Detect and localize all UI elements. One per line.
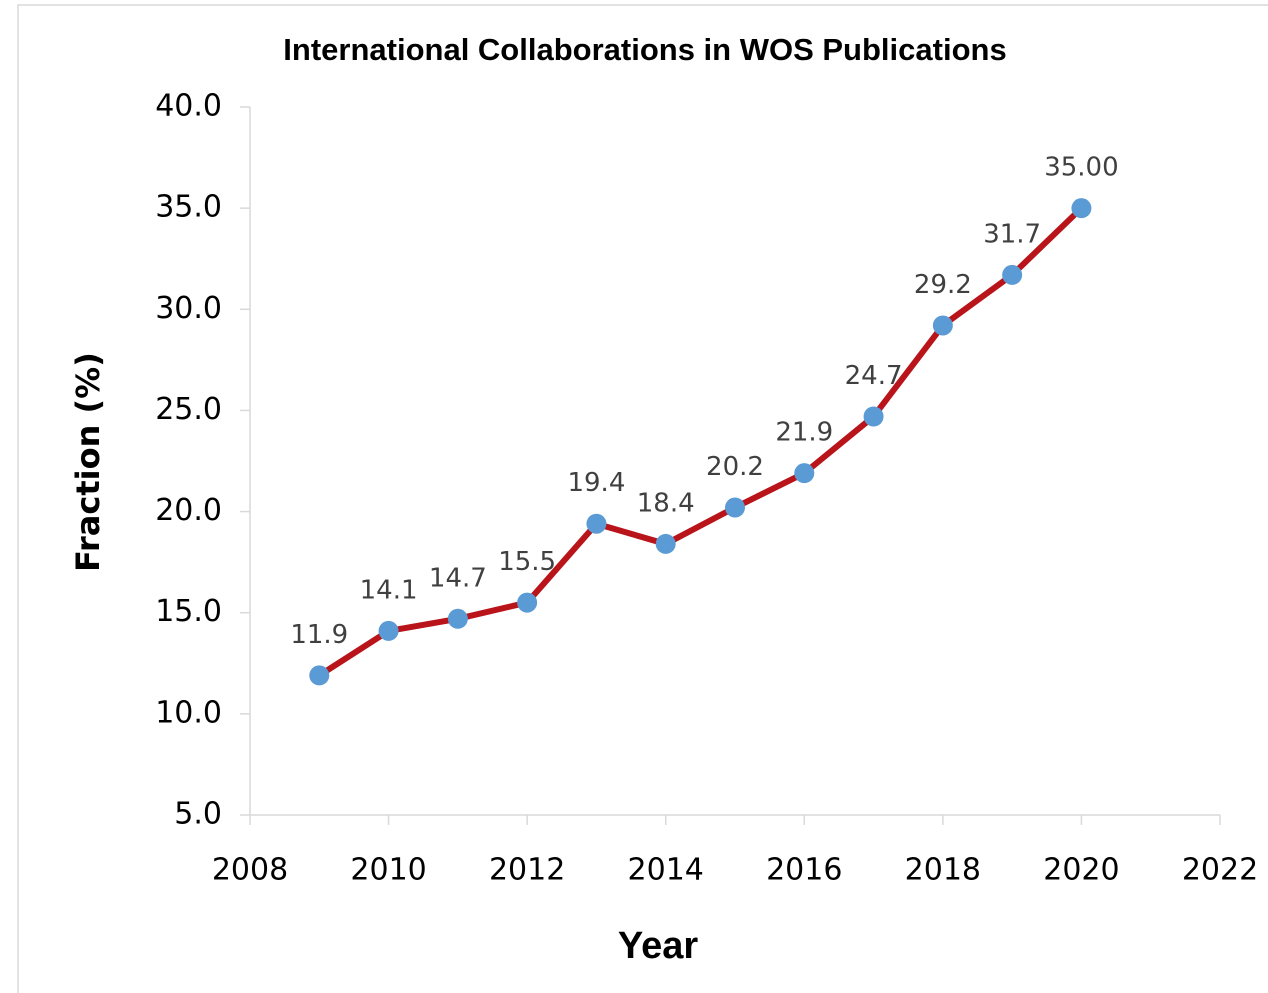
value-label: 14.1 <box>360 575 418 605</box>
marker <box>1002 264 1023 285</box>
y-tick-label: 30.0 <box>155 291 222 326</box>
y-tick-label: 10.0 <box>155 695 222 730</box>
chart-title: International Collaborations in WOS Publ… <box>283 32 1006 67</box>
marker <box>655 533 676 554</box>
x-tick-label: 2008 <box>212 853 288 888</box>
x-tick-label: 2010 <box>350 853 426 888</box>
marker <box>725 497 745 518</box>
value-label: 24.7 <box>845 361 903 391</box>
x-tick-label: 2020 <box>1043 853 1119 888</box>
marker <box>794 463 815 484</box>
x-tick-label: 2022 <box>1182 853 1258 888</box>
y-tick-label: 40.0 <box>155 89 222 124</box>
y-tick-label: 15.0 <box>155 594 222 629</box>
value-label: 19.4 <box>567 468 625 498</box>
marker <box>586 513 607 534</box>
y-tick-label: 35.0 <box>155 190 222 225</box>
x-axis-label: Year <box>618 925 699 967</box>
line <box>317 205 1084 678</box>
x-tick-label: 2016 <box>766 853 842 888</box>
y-axis-label: Fraction (%) <box>69 352 107 572</box>
marker <box>447 608 468 629</box>
value-label: 35.00 <box>1044 153 1118 183</box>
value-label: 15.5 <box>498 547 556 577</box>
x-tick-label: 2018 <box>905 853 981 888</box>
marker <box>863 406 884 427</box>
marker <box>932 315 953 336</box>
value-label: 29.2 <box>914 270 972 300</box>
marker <box>517 592 538 613</box>
y-tick-label: 5.0 <box>174 797 222 832</box>
value-label: 20.2 <box>706 452 764 482</box>
value-label: 31.7 <box>983 219 1041 249</box>
y-tick-label: 25.0 <box>155 392 222 427</box>
value-label: 18.4 <box>637 488 695 518</box>
value-label: 11.9 <box>290 620 348 650</box>
x-tick-label: 2012 <box>489 853 565 888</box>
x-tick-label: 2014 <box>628 853 704 888</box>
y-tick-label: 20.0 <box>155 493 222 528</box>
value-label: 14.7 <box>429 563 487 593</box>
frame <box>17 4 1268 993</box>
marker <box>1071 198 1092 219</box>
marker <box>378 620 399 641</box>
value-label: 21.9 <box>775 418 833 448</box>
marker <box>309 665 330 686</box>
